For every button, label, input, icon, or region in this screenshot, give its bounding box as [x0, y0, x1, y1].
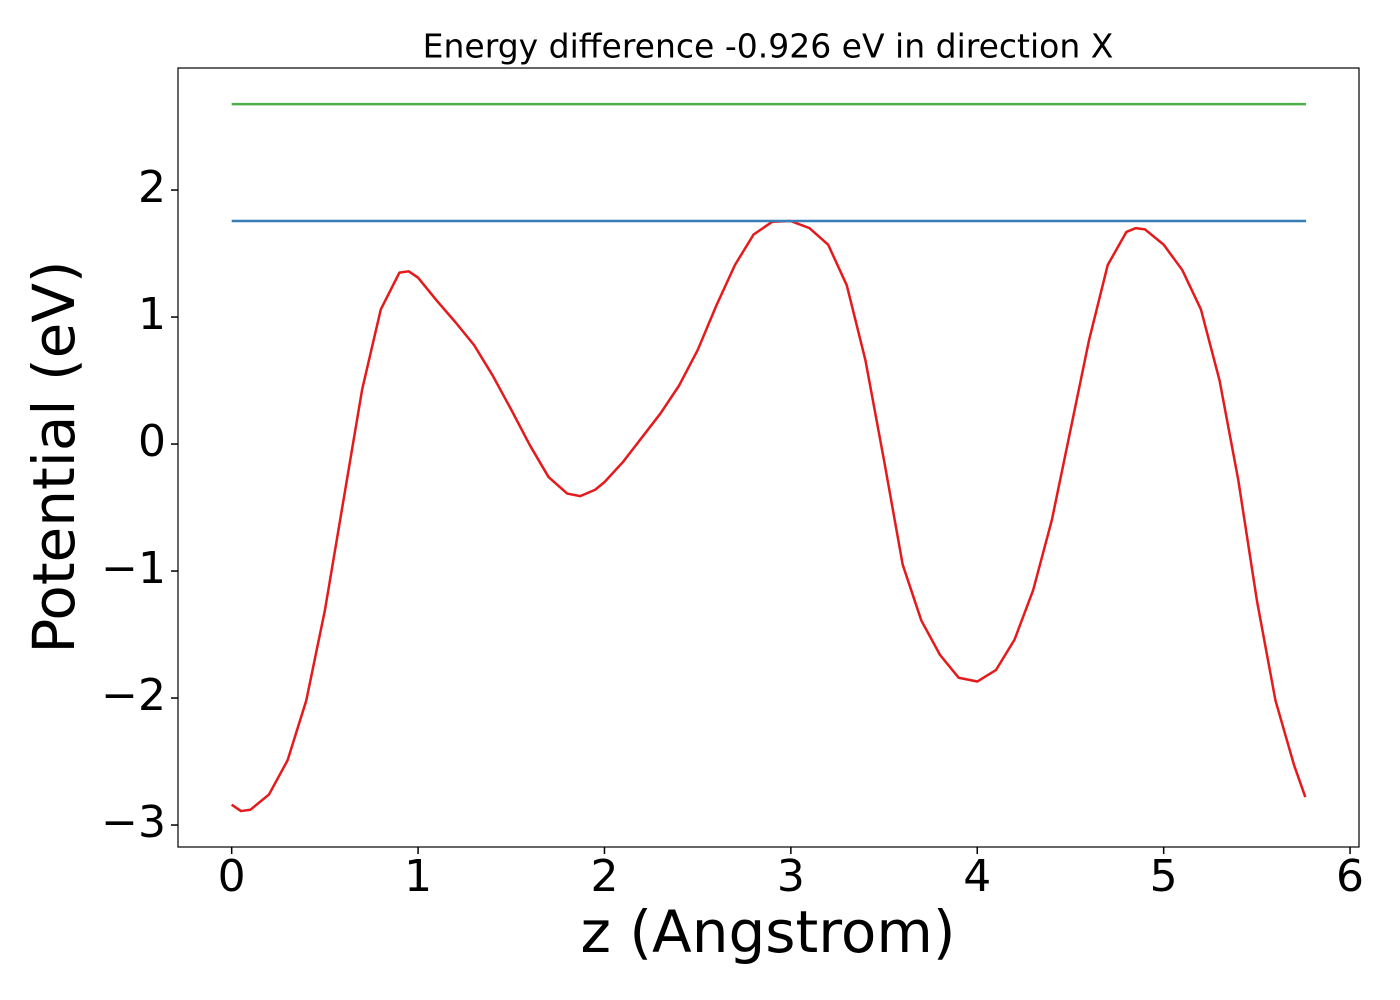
x-tick-label: 1: [404, 851, 432, 902]
y-tick-label: −2: [101, 670, 166, 721]
y-tick-label: 2: [138, 162, 166, 213]
data-line: [230, 219, 1307, 813]
y-tick-label: 0: [138, 416, 166, 467]
x-tick-label: 5: [1150, 851, 1178, 902]
x-tick-label: 3: [777, 851, 805, 902]
x-tick-label: 6: [1336, 851, 1364, 902]
x-axis-label: z (Angstrom): [581, 898, 956, 966]
y-tick-label: −1: [101, 543, 166, 594]
x-tick-label: 4: [963, 851, 991, 902]
y-axis-label: Potential (eV): [20, 260, 88, 653]
x-tick-label: 2: [590, 851, 618, 902]
chart-title: Energy difference -0.926 eV in direction…: [423, 27, 1114, 66]
x-tick-label: 0: [218, 851, 246, 902]
y-tick-label: 1: [138, 289, 166, 340]
y-tick-label: −3: [101, 797, 166, 848]
plot-frame: [177, 67, 1360, 848]
